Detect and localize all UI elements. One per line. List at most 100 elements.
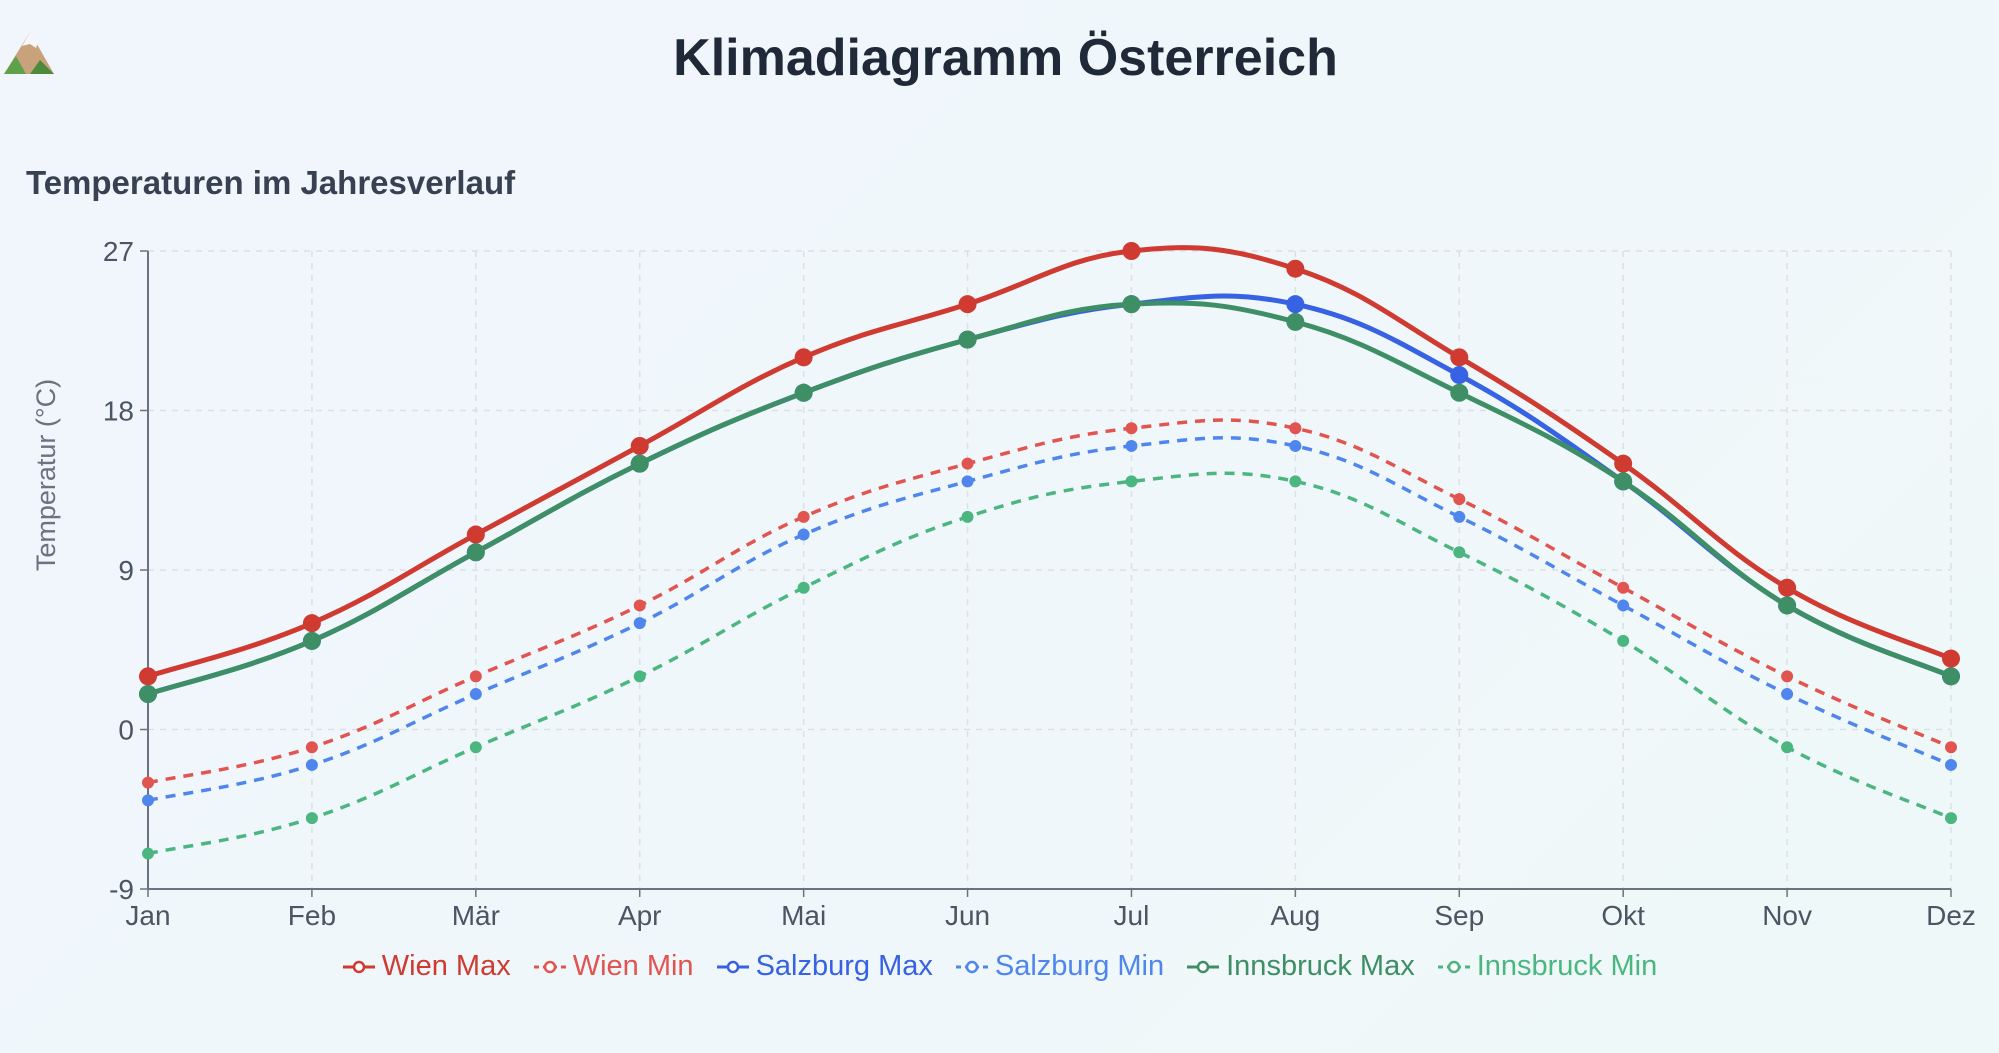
- point-salzburg-min: [1781, 688, 1794, 701]
- point-innsbruck-min: [961, 510, 974, 523]
- series-innsbruck-max: [139, 295, 1960, 704]
- grid: [147, 250, 1952, 889]
- series-wien-min: [142, 418, 1957, 789]
- point-innsbruck-max: [1286, 312, 1305, 331]
- point-wien-min: [797, 510, 810, 523]
- point-wien-max: [630, 436, 649, 455]
- chart-section-title: Temperaturen im Jahresverlauf: [26, 164, 516, 201]
- x-tick-label: Jun: [945, 900, 990, 931]
- legend-label: Wien Max: [381, 950, 511, 982]
- x-tick-label: Jul: [1114, 900, 1150, 931]
- point-salzburg-max: [1286, 295, 1305, 314]
- point-innsbruck-min: [1289, 475, 1302, 488]
- point-innsbruck-min: [1125, 475, 1138, 488]
- point-wien-min: [1453, 493, 1466, 506]
- point-innsbruck-min: [633, 670, 646, 683]
- point-salzburg-min: [1125, 439, 1138, 452]
- x-tick-label: Nov: [1762, 900, 1812, 931]
- point-wien-max: [466, 525, 485, 544]
- point-salzburg-min: [1453, 510, 1466, 523]
- x-tick-label: Jan: [125, 900, 170, 931]
- x-tick-label: Feb: [288, 900, 336, 931]
- legend-label: Salzburg Min: [994, 950, 1165, 982]
- point-salzburg-min: [633, 617, 646, 630]
- point-wien-max: [1122, 242, 1141, 260]
- point-innsbruck-min: [305, 812, 318, 825]
- y-tick-label: 18: [103, 396, 134, 427]
- point-wien-max: [794, 348, 813, 367]
- y-tick-label: 9: [118, 555, 134, 586]
- point-innsbruck-min: [1945, 812, 1957, 825]
- line-wien-max: [147, 245, 1952, 679]
- point-innsbruck-max: [1778, 596, 1797, 615]
- point-wien-max: [302, 614, 321, 633]
- point-wien-min: [1781, 670, 1794, 683]
- series-innsbruck-min: [142, 471, 1957, 860]
- y-axis-label: Temperatur (°C): [31, 379, 61, 571]
- point-wien-min: [633, 599, 646, 612]
- point-wien-max: [1286, 259, 1305, 278]
- point-innsbruck-max: [302, 631, 321, 650]
- page-title-text: Klimadiagramm Österreich: [673, 29, 1338, 87]
- point-wien-max: [139, 667, 157, 686]
- legend-item-wien-max[interactable]: Wien Max: [342, 950, 511, 983]
- legend-label: Salzburg Max: [755, 950, 933, 982]
- point-salzburg-min: [1617, 599, 1630, 612]
- point-wien-min: [305, 741, 318, 754]
- x-tick-label: Okt: [1601, 900, 1645, 931]
- point-wien-min: [1945, 741, 1957, 754]
- x-tick-label: Mär: [452, 900, 500, 931]
- point-innsbruck-max: [1450, 383, 1469, 402]
- point-innsbruck-min: [1453, 546, 1466, 559]
- legend-marker-icon: [716, 960, 749, 973]
- y-tick-label: 27: [103, 236, 134, 267]
- legend-marker-icon: [1187, 960, 1220, 973]
- legend-label: Innsbruck Min: [1476, 950, 1658, 982]
- line-innsbruck-max: [147, 300, 1952, 697]
- point-innsbruck-max: [1122, 295, 1141, 314]
- legend-item-innsbruck-min[interactable]: Innsbruck Min: [1437, 950, 1658, 983]
- point-salzburg-min: [469, 688, 482, 701]
- point-salzburg-min: [142, 794, 154, 807]
- series-salzburg-min: [142, 436, 1957, 807]
- legend-item-innsbruck-max[interactable]: Innsbruck Max: [1186, 950, 1415, 983]
- point-wien-min: [1125, 422, 1138, 435]
- legend-marker-icon: [1437, 960, 1470, 973]
- point-salzburg-min: [305, 758, 318, 771]
- line-innsbruck-min: [147, 471, 1952, 856]
- series-group: [139, 242, 1960, 860]
- legend-item-salzburg-min[interactable]: Salzburg Min: [955, 950, 1164, 983]
- point-wien-max: [1942, 649, 1960, 668]
- point-salzburg-max: [1450, 366, 1469, 385]
- x-tick-label: Sep: [1434, 900, 1484, 931]
- point-salzburg-min: [961, 475, 974, 488]
- point-innsbruck-min: [1617, 634, 1630, 647]
- point-wien-max: [1450, 348, 1469, 367]
- series-wien-max: [139, 242, 1960, 686]
- x-tick-label: Apr: [618, 900, 662, 931]
- legend-item-wien-min[interactable]: Wien Min: [533, 950, 694, 983]
- point-innsbruck-max: [794, 383, 813, 402]
- point-innsbruck-max: [630, 454, 649, 473]
- x-tick-label: Dez: [1926, 900, 1976, 931]
- point-salzburg-min: [797, 528, 810, 541]
- legend-item-salzburg-max[interactable]: Salzburg Max: [716, 950, 933, 983]
- y-tick-label: -9: [109, 874, 134, 905]
- x-tick-label: Mai: [781, 900, 826, 931]
- page-title: Klimadiagramm Österreich: [0, 28, 1999, 88]
- legend-label: Innsbruck Max: [1226, 950, 1415, 982]
- point-wien-min: [469, 670, 482, 683]
- line-wien-min: [147, 418, 1952, 785]
- point-innsbruck-max: [139, 685, 157, 704]
- y-tick-label: 0: [118, 715, 134, 746]
- legend-label: Wien Min: [572, 950, 694, 982]
- point-salzburg-min: [1945, 758, 1957, 771]
- point-wien-max: [1778, 578, 1797, 597]
- point-wien-min: [1289, 422, 1302, 435]
- legend-marker-icon: [955, 960, 988, 973]
- point-innsbruck-min: [797, 581, 810, 594]
- point-wien-min: [1617, 581, 1630, 594]
- point-innsbruck-min: [469, 741, 482, 754]
